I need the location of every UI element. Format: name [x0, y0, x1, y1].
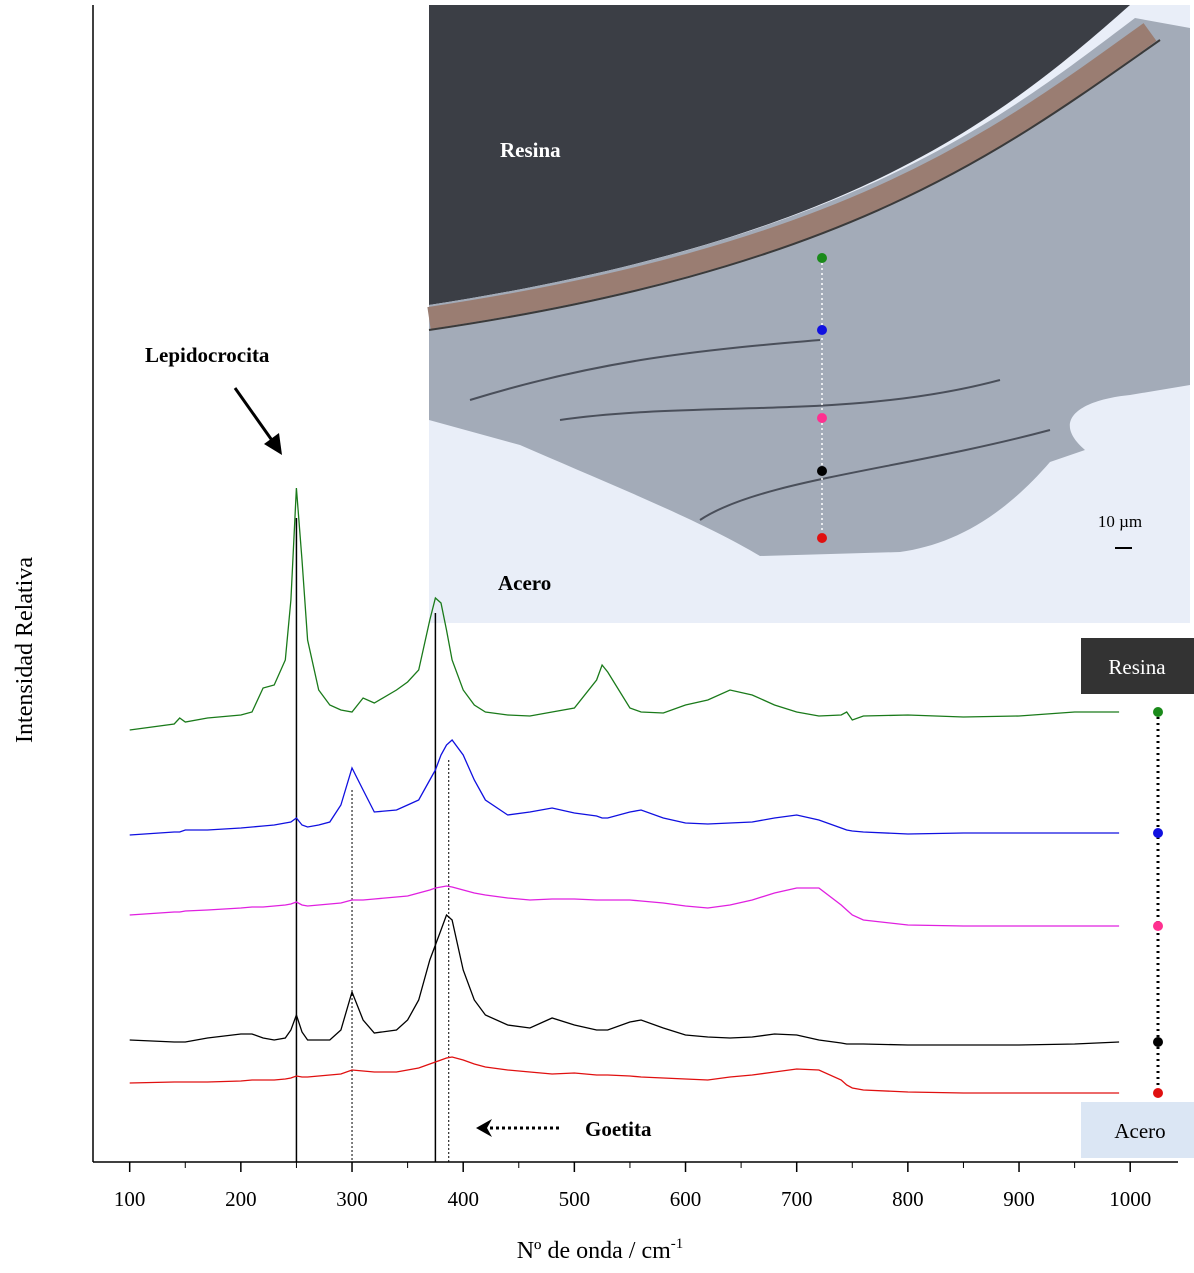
inset-crack	[428, 39, 1161, 331]
x-axis-label: Nº de onda / cm-1	[517, 1236, 684, 1264]
x-tick-label: 900	[1003, 1187, 1035, 1211]
inset-image: Resina Acero 10 µm	[427, 5, 1190, 623]
legend-label: Resina	[1108, 655, 1166, 679]
legend-box	[1081, 1102, 1194, 1158]
legend-label: Acero	[1114, 1119, 1165, 1143]
scale-label: 10 µm	[1098, 512, 1142, 531]
x-axis-label-sup: -1	[671, 1236, 684, 1252]
x-tick-label: 600	[670, 1187, 702, 1211]
inset-crack	[469, 339, 1051, 521]
inset-dot	[817, 533, 827, 543]
inset-dot	[817, 253, 827, 263]
legend-dot	[1153, 1037, 1163, 1047]
inset-steel-label: Acero	[498, 571, 551, 595]
annotation: Lepidocrocita	[145, 343, 270, 367]
annotation-arrowhead	[264, 433, 282, 455]
annotation-arrowhead	[476, 1119, 492, 1137]
spectrum-line	[129, 487, 1120, 731]
x-tick-label: 1000	[1109, 1187, 1151, 1211]
inset-oxide-band	[427, 23, 1157, 329]
inset-dot	[817, 466, 827, 476]
inset-resin-label: Resina	[500, 138, 561, 162]
legend-dot	[1153, 828, 1163, 838]
legend-box	[1081, 638, 1194, 694]
x-tick-label: 800	[892, 1187, 924, 1211]
inset-sample	[429, 18, 1190, 556]
annotation-arrow	[233, 387, 278, 447]
x-tick-label: 400	[447, 1187, 479, 1211]
inset-resin	[429, 5, 1130, 305]
y-axis-label: Intensidad Relativa	[12, 557, 38, 743]
inset-dot	[817, 413, 827, 423]
spectrum-line	[129, 739, 1120, 836]
x-axis-label-text: Nº de onda / cm	[517, 1238, 671, 1264]
legend-dot	[1153, 1088, 1163, 1098]
x-tick-label: 200	[225, 1187, 257, 1211]
inset-dot	[817, 325, 827, 335]
legend-dot	[1153, 921, 1163, 931]
spectrum-line	[129, 1056, 1120, 1094]
x-tick-label: 300	[336, 1187, 368, 1211]
spectrum-line	[129, 885, 1120, 927]
legend-dot	[1153, 707, 1163, 717]
x-tick-label: 700	[781, 1187, 813, 1211]
x-tick-label: 500	[559, 1187, 591, 1211]
spectrum-line	[129, 913, 1120, 1046]
annotation: Goetita	[585, 1117, 652, 1141]
x-tick-label: 100	[114, 1187, 146, 1211]
